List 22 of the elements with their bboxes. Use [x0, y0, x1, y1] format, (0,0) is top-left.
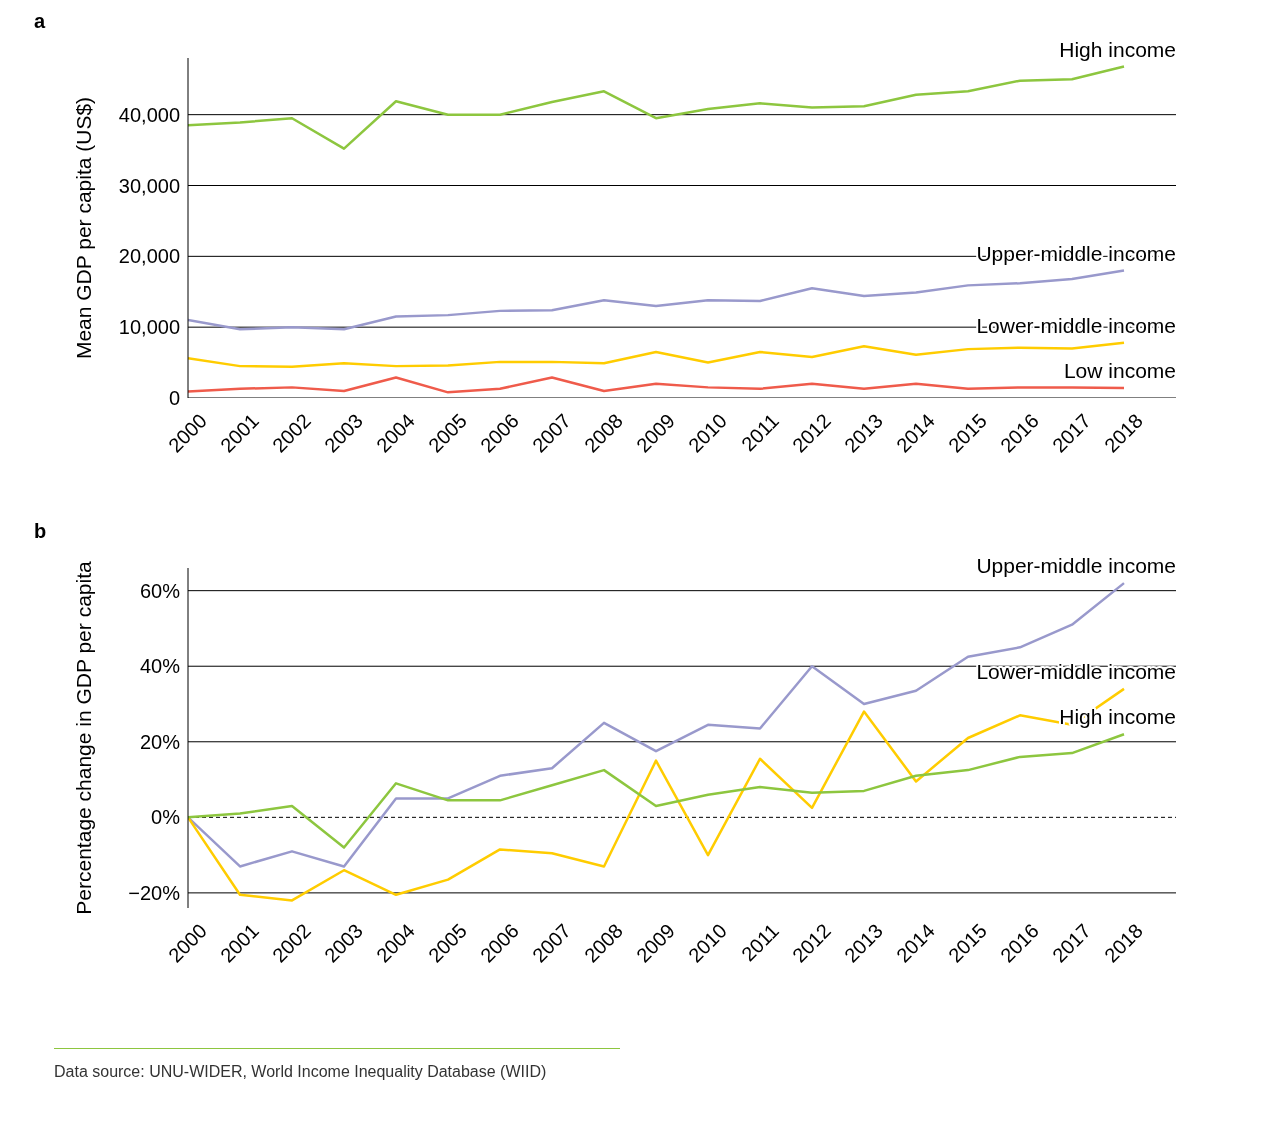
line-series [188, 732, 1126, 849]
y-tick-label: 20% [139, 730, 181, 753]
y-tick-label: −20% [128, 881, 181, 904]
chart-title: b [34, 520, 47, 543]
series-label: High income [1059, 37, 1176, 61]
text: Upper-middle income [976, 554, 1176, 578]
line-series [188, 65, 1126, 150]
y-tick-label: 10,000 [118, 316, 180, 339]
y-tick-label: 40% [139, 655, 181, 678]
y-tick-label: 0% [151, 806, 181, 829]
y-tick-label: 20,000 [118, 245, 180, 268]
source-note: Data source: UNU-WIDER, World Income Inequality Database (WIID) [54, 1063, 548, 1081]
y-tick-label: 0 [168, 387, 180, 410]
y-tick-label: 40,000 [118, 103, 180, 126]
y-axis-title: Mean GDP per capita (US$) [72, 96, 96, 360]
y-tick-label: 60% [139, 579, 181, 602]
series-label: Lower-middle income [976, 659, 1176, 683]
series-label: Low income [1063, 359, 1176, 383]
y-axis-title: Percentage change in GDP per capita [72, 561, 96, 915]
chart-title: a [34, 10, 46, 33]
y-tick-label: 30,000 [118, 174, 180, 197]
line-series [188, 376, 1126, 394]
